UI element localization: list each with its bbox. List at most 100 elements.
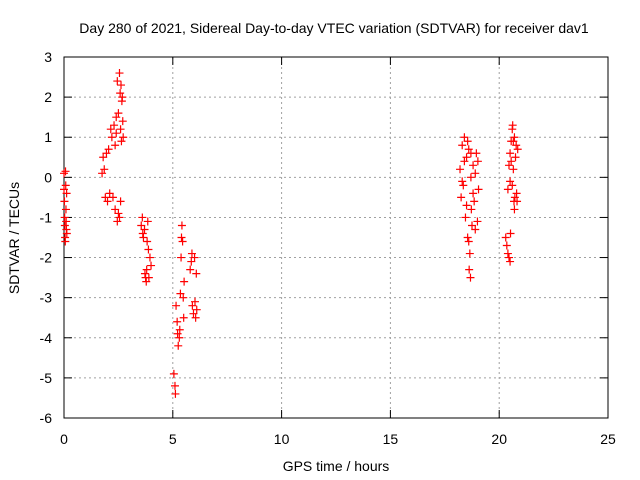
data-point <box>174 341 183 350</box>
y-tick-label: 3 <box>44 49 52 65</box>
data-point <box>142 265 151 274</box>
data-point <box>511 153 520 162</box>
data-point <box>100 165 109 174</box>
data-point <box>108 193 117 202</box>
chart-title: Day 280 of 2021, Sidereal Day-to-day VTE… <box>79 20 589 36</box>
data-point <box>170 381 179 390</box>
data-point <box>508 181 517 190</box>
data-point <box>512 141 521 150</box>
x-tick-label: 5 <box>169 431 177 447</box>
data-point <box>60 197 69 206</box>
data-point <box>116 125 125 134</box>
data-point <box>459 181 468 190</box>
data-point <box>177 233 186 242</box>
data-point <box>62 217 71 226</box>
data-point <box>61 167 70 176</box>
data-point <box>502 241 511 250</box>
data-point <box>60 169 68 178</box>
x-tick-label: 15 <box>383 431 399 447</box>
data-point <box>171 389 180 398</box>
y-tick-label: -2 <box>40 250 53 266</box>
data-point <box>144 245 153 254</box>
data-point <box>104 145 113 154</box>
data-point <box>464 237 473 246</box>
data-point <box>114 209 123 218</box>
data-point <box>112 129 121 138</box>
data-point <box>464 145 473 154</box>
data-point <box>60 185 68 194</box>
data-point <box>61 237 70 246</box>
data-point <box>61 181 70 190</box>
data-point <box>458 177 467 186</box>
data-point <box>470 197 479 206</box>
data-point <box>501 233 510 242</box>
y-tick-label: -5 <box>40 370 53 386</box>
data-point <box>173 329 182 338</box>
data-point <box>119 133 128 142</box>
data-point <box>62 189 71 198</box>
data-point <box>461 213 470 222</box>
data-point <box>107 133 116 142</box>
x-tick-label: 0 <box>60 431 68 447</box>
data-point <box>188 301 197 310</box>
x-tick-label: 20 <box>491 431 507 447</box>
data-point <box>473 157 482 166</box>
data-point <box>508 121 517 130</box>
data-point <box>98 169 107 178</box>
x-tick-label: 25 <box>600 431 616 447</box>
data-point <box>465 249 474 258</box>
data-point <box>507 157 516 166</box>
data-point <box>469 161 478 170</box>
data-point <box>137 221 146 230</box>
data-point <box>506 149 515 158</box>
data-point <box>114 109 123 118</box>
data-point <box>62 229 71 238</box>
data-point <box>192 269 201 278</box>
data-point <box>471 169 480 178</box>
data-point <box>175 333 184 342</box>
data-point <box>116 89 125 98</box>
data-point <box>510 193 519 202</box>
data-point <box>140 269 149 278</box>
y-tick-label: -4 <box>40 330 53 346</box>
data-point <box>191 313 200 322</box>
data-point <box>467 205 476 214</box>
data-point <box>509 137 518 146</box>
data-point <box>169 369 178 378</box>
data-point <box>513 145 522 154</box>
data-point <box>102 149 111 158</box>
data-point <box>474 185 483 194</box>
data-point <box>460 157 469 166</box>
data-point <box>144 273 153 282</box>
data-point <box>178 237 187 246</box>
data-point <box>147 261 156 270</box>
data-point <box>503 185 512 194</box>
data-point <box>179 313 188 322</box>
data-point <box>466 173 475 182</box>
data-point <box>468 221 476 230</box>
y-tick-label: -1 <box>40 209 53 225</box>
data-point <box>142 277 151 286</box>
data-point <box>513 197 522 206</box>
data-point <box>187 249 196 258</box>
data-point <box>510 205 519 214</box>
data-point <box>177 253 186 262</box>
data-point <box>506 257 515 266</box>
data-point <box>189 309 198 318</box>
data-point <box>145 253 154 262</box>
data-point <box>510 133 519 142</box>
data-point <box>117 137 126 146</box>
data-point <box>179 293 188 302</box>
data-point <box>101 193 110 202</box>
data-point <box>509 165 518 174</box>
y-axis-ticks: -6 -5 -4 -3 -2 -1 0 1 2 3 <box>40 49 608 426</box>
data-point <box>466 149 475 158</box>
data-point <box>112 113 121 122</box>
data-point <box>110 121 119 130</box>
data-point <box>60 213 69 222</box>
data-point <box>463 233 472 242</box>
data-point <box>186 265 195 274</box>
x-tick-label: 10 <box>274 431 290 447</box>
data-point <box>138 229 147 238</box>
